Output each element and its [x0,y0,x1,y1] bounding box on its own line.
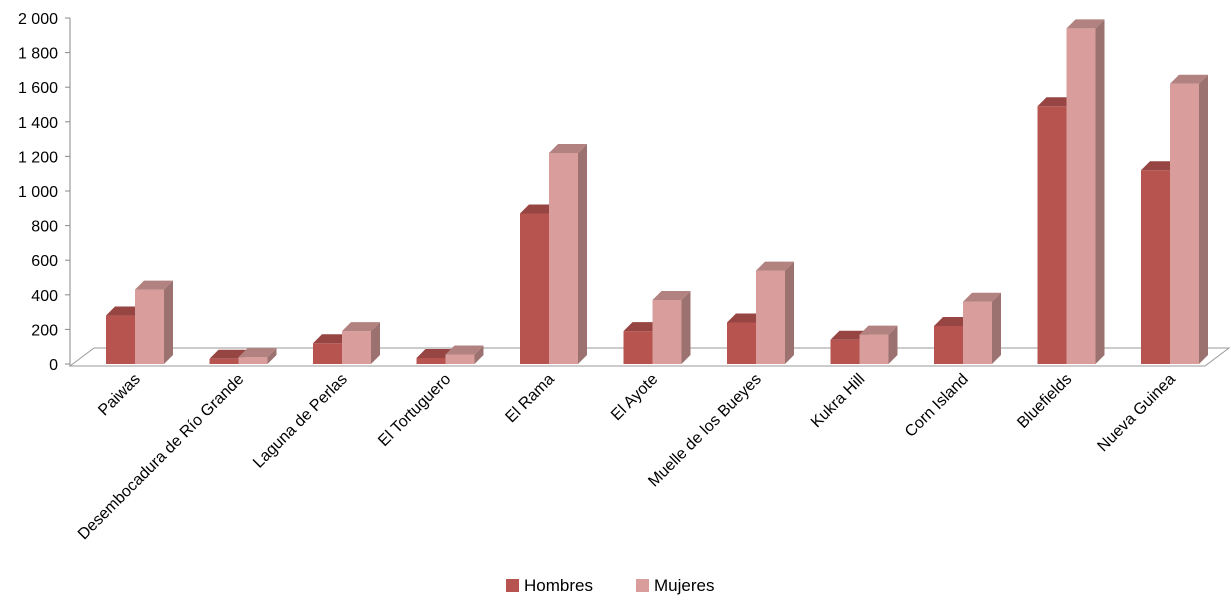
bar-mujeres-1 [238,348,277,364]
x-tick-label: Nueva Guinea [1094,371,1178,455]
y-tick-label: 800 [31,219,58,236]
legend-swatch-mujeres [636,579,649,592]
y-tick-label: 1 000 [18,184,58,201]
axis-layer [68,18,1231,367]
y-tick-label: 1 800 [18,46,58,63]
bar-hombres-4 [520,204,558,364]
legend-label-hombres: Hombres [524,576,593,595]
x-tick-label: Corn Island [902,371,972,441]
bar-hombres-8 [934,316,972,364]
y-tick-label: 1 400 [18,115,58,132]
legend: Hombres Mujeres [506,576,714,595]
y-tick-label: 600 [31,253,58,270]
floor-plane [68,347,1231,367]
y-tick-label: 200 [31,322,58,339]
bar-mujeres-0 [135,280,173,364]
bar-mujeres-10 [1170,74,1208,365]
x-tick-label: Muelle de los Bueyes [645,371,765,491]
x-tick-label: El Rama [502,371,557,426]
bar-mujeres-7 [859,325,898,364]
bar-mujeres-5 [652,290,691,364]
y-tick-label: 0 [49,357,58,374]
bar-mujeres-2 [342,322,380,364]
bar-mujeres-8 [963,292,1001,364]
y-axis-ticks: 0 200 400 600 800 1 000 1 200 1 400 1 600 1 800 2 … [18,11,70,374]
x-tick-label: Kukra Hill [808,371,868,431]
legend-label-mujeres: Mujeres [654,576,714,595]
y-tick-label: 400 [31,288,58,305]
bar-mujeres-3 [445,345,484,364]
x-tick-label: Desembocadura de Río Grande [75,371,247,543]
x-tick-label: El Tortuguero [375,371,454,450]
y-tick-label: 1 600 [18,80,58,97]
bar-mujeres-9 [1066,19,1105,364]
bar-mujeres-6 [756,261,794,364]
legend-swatch-hombres [506,579,519,592]
x-tick-label: Paiwas [95,371,143,419]
x-tick-label: Bluefields [1014,371,1075,432]
x-tick-label: Laguna de Perlas [250,371,351,472]
bar-mujeres-4 [549,143,587,364]
y-tick-label: 1 200 [18,149,58,166]
y-tick-label: 2 000 [18,11,58,28]
x-tick-label: El Ayote [608,371,661,424]
bars [106,19,1208,365]
